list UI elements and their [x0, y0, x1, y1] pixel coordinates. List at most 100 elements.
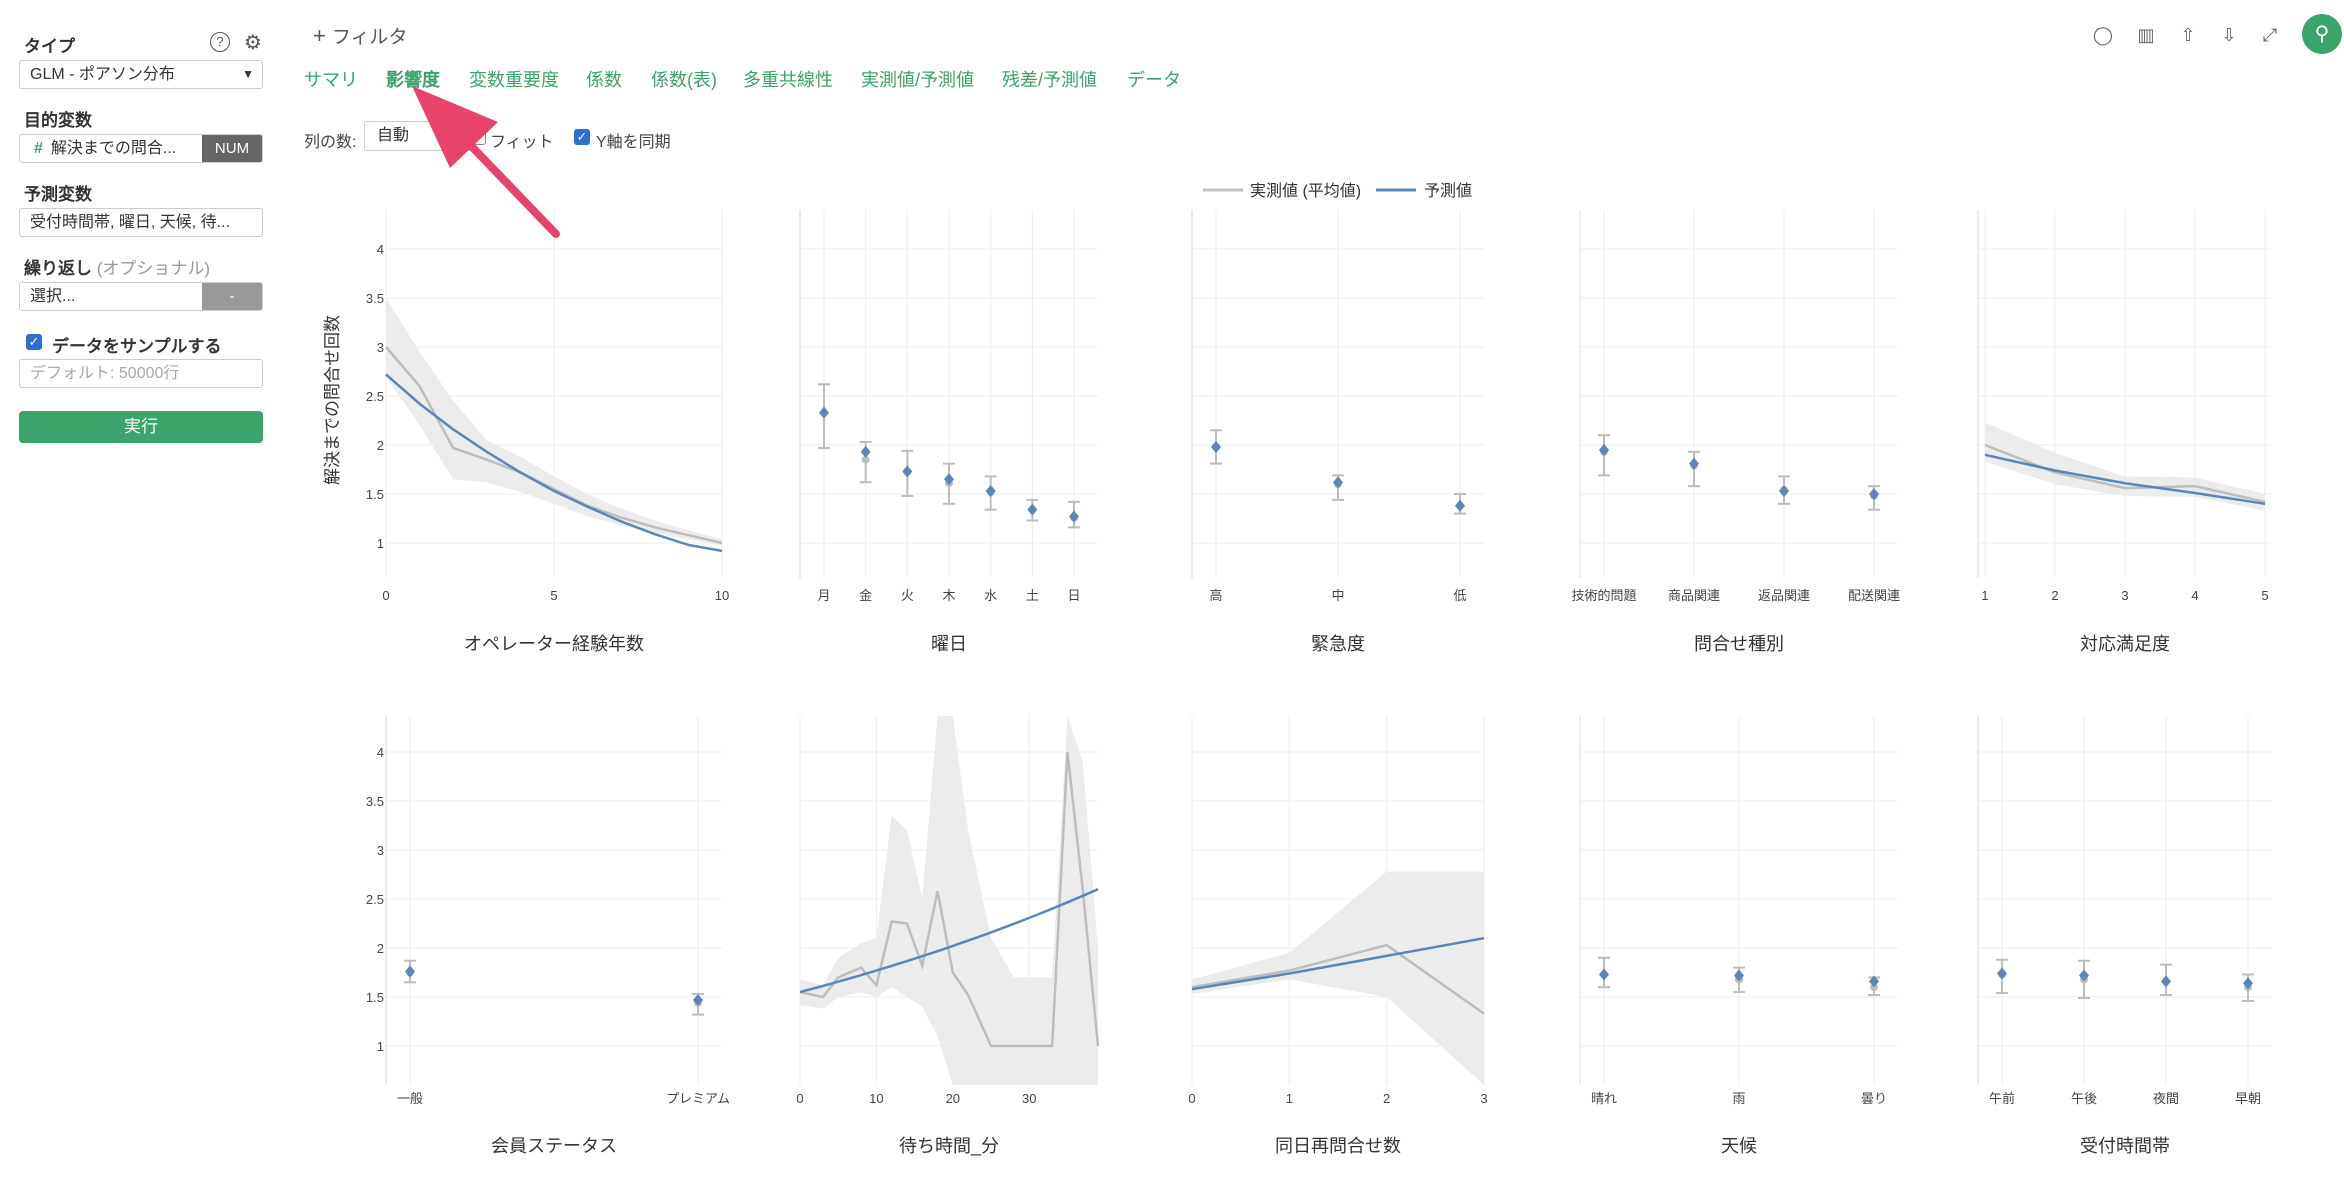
x-tick-label: 午後 [2071, 1091, 2097, 1106]
caret-down-icon: ▼ [242, 67, 254, 81]
x-tick-label: 5 [2261, 588, 2268, 603]
tab-residual-predicted[interactable]: 残差/予測値 [1002, 70, 1098, 90]
sync-checkbox[interactable]: ✓ [574, 129, 590, 145]
tab-influence[interactable]: 影響度 [386, 70, 440, 90]
panel-title: 同日再問合せ数 [1275, 1136, 1401, 1156]
plus-icon: + [313, 23, 326, 48]
tab-data[interactable]: データ [1127, 70, 1181, 90]
tab-importance[interactable]: 変数重要度 [469, 70, 559, 90]
legend: 実測値 (平均値) 予測値 [1203, 182, 1472, 200]
x-tick-label: 10 [715, 588, 729, 603]
x-tick-label: 夜間 [2153, 1091, 2179, 1106]
x-tick-label: 水 [984, 588, 997, 603]
predicted-point [1211, 440, 1221, 453]
x-tick-label: 2 [2051, 588, 2058, 603]
tab-coef-table[interactable]: 係数(表) [651, 70, 717, 90]
predictor-field[interactable]: 受付時間帯, 曜日, 天候, 待... [19, 208, 263, 237]
filter-label: フィルタ [331, 27, 408, 48]
tab-summary[interactable]: サマリ [304, 70, 358, 90]
confidence-band [1192, 871, 1484, 1085]
filter-button[interactable]: + フィルタ [313, 22, 407, 49]
target-field[interactable]: # 解決までの問合... NUM [19, 134, 263, 163]
y-tick-label: 2 [377, 438, 384, 453]
grid-layer [385, 210, 2272, 1085]
y-tick-label: 2.5 [366, 389, 384, 404]
target-label: 目的変数 [24, 111, 92, 130]
sample-checkbox[interactable]: ✓ [26, 334, 42, 350]
comment-icon[interactable]: ◯ [2092, 25, 2114, 45]
x-tick-label: 3 [1480, 1091, 1487, 1106]
num-tag: NUM [202, 135, 262, 162]
predicted-point [1599, 443, 1609, 456]
gear-icon[interactable]: ⚙ [244, 32, 262, 54]
y-tick-label: 4 [377, 745, 384, 760]
y-tick-label: 2.5 [366, 892, 384, 907]
x-tick-label: 0 [1188, 1091, 1195, 1106]
x-tick-label: 商品関連 [1668, 588, 1720, 603]
actual-line [1191, 943, 1485, 1015]
run-button[interactable]: 実行 [19, 411, 263, 443]
pin-icon[interactable]: ⚲ [2302, 14, 2342, 54]
predicted-point [2161, 975, 2171, 988]
x-tick-label: プレミアム [666, 1091, 730, 1106]
mark-layer [404, 383, 2254, 1016]
predicted-point [1069, 510, 1079, 523]
y-axis-label: 解決までの問合せ回数 [323, 315, 342, 485]
question-icon[interactable]: ? [210, 32, 230, 52]
predicted-point [1779, 485, 1789, 498]
x-tick-label: 晴れ [1591, 1091, 1617, 1106]
y-tick-label: 1.5 [366, 487, 384, 502]
x-tick-label: 0 [796, 1091, 803, 1106]
repeat-optional: (オプショナル) [96, 259, 211, 278]
sample-input[interactable]: デフォルト: 50000行 [19, 359, 263, 388]
x-tick-label: 一般 [397, 1091, 423, 1106]
annotation-arrow [412, 86, 560, 238]
x-tick-label: 火 [901, 588, 914, 603]
expand-icon[interactable]: ⤢ [2262, 25, 2278, 45]
legend-actual: 実測値 (平均値) [1250, 182, 1361, 200]
y-tick-label: 1 [377, 536, 384, 551]
tab-multicollinearity[interactable]: 多重共線性 [743, 70, 833, 90]
predicted-point [693, 993, 703, 1006]
type-select[interactable]: GLM - ポアソン分布 ▼ [19, 60, 263, 89]
upload-icon[interactable]: ⇧ [2180, 25, 2196, 45]
line-layer [385, 346, 2266, 1048]
target-value: 解決までの問合... [50, 140, 177, 157]
fit-label: フィット [490, 134, 554, 151]
panel-title: 待ち時間_分 [899, 1136, 999, 1157]
panel-title: 緊急度 [1311, 634, 1365, 654]
x-tick-label: 30 [1022, 1091, 1036, 1106]
y-tick-label: 1.5 [366, 990, 384, 1005]
x-tick-label: 返品関連 [1758, 588, 1810, 603]
sample-placeholder: デフォルト: 50000行 [30, 365, 180, 382]
download-icon[interactable]: ⇩ [2221, 25, 2237, 45]
x-tick-label: 高 [1209, 588, 1222, 603]
band-layer [386, 298, 2265, 1085]
confidence-band [386, 298, 722, 546]
x-tick-label: 日 [1067, 588, 1080, 603]
x-tick-label: 0 [382, 588, 389, 603]
sidebar: タイプ ? ⚙ GLM - ポアソン分布 ▼ 目的変数 # 解決までの問合... … [0, 0, 283, 1194]
predicted-point [985, 485, 996, 498]
sync-label: Y軸を同期 [596, 134, 671, 151]
repeat-select[interactable]: 選択... - [19, 282, 263, 311]
confidence-band [800, 716, 1098, 1085]
predicted-point [1455, 499, 1465, 512]
predicted-line [1191, 936, 1485, 991]
x-tick-label: 土 [1026, 588, 1039, 603]
tab-coef[interactable]: 係数 [586, 70, 622, 90]
predictor-value: 受付時間帯, 曜日, 天候, 待... [30, 214, 231, 231]
chart-icon[interactable]: ▥ [2137, 25, 2155, 45]
legend-predicted: 予測値 [1424, 182, 1472, 200]
tab-actual-predicted[interactable]: 実測値/予測値 [861, 70, 975, 90]
repeat-tag[interactable]: - [202, 283, 262, 310]
repeat-value: 選択... [30, 288, 76, 305]
y-tick-label: 3 [377, 843, 384, 858]
panel-title: 対応満足度 [2080, 634, 2170, 654]
confidence-band [1985, 422, 2265, 511]
predicted-point [1027, 503, 1038, 516]
repeat-label: 繰り返し (オプショナル) [24, 254, 210, 279]
hash-icon: # [34, 140, 43, 157]
panel-title: 天候 [1721, 1136, 1757, 1156]
